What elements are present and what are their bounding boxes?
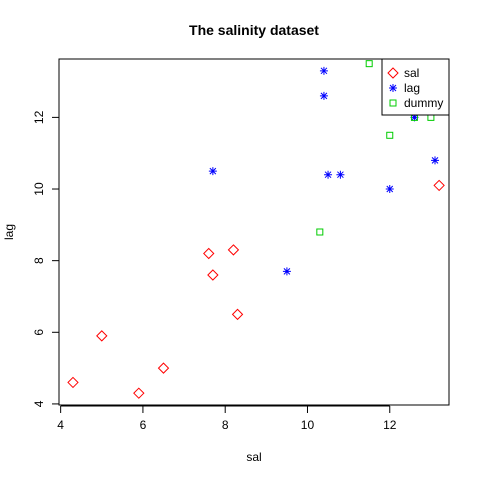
point-sal-8 <box>433 179 445 192</box>
legend-marker-dummy <box>389 99 397 107</box>
chart-title: The salinity dataset <box>189 22 319 38</box>
legend-label-sal: sal <box>404 66 419 80</box>
point-sal-1 <box>96 330 108 342</box>
y-tick-label-1: 6 <box>32 329 46 336</box>
x-axis-label: sal <box>246 450 261 464</box>
point-lag-7 <box>410 113 419 122</box>
point-lag-1 <box>282 267 291 276</box>
point-lag-2 <box>319 66 328 75</box>
y-axis-label: lag <box>2 224 16 240</box>
axes: 4 6 8 10 12 4 6 8 10 12 <box>32 110 397 432</box>
point-lag-3 <box>319 91 328 100</box>
point-lag-5 <box>336 170 345 179</box>
point-sal-0 <box>67 376 79 389</box>
point-lag-0 <box>208 167 217 176</box>
x-tick-label-3: 10 <box>301 418 315 432</box>
point-lag-8 <box>431 156 440 165</box>
y-tick-label-4: 12 <box>32 110 46 124</box>
point-sal-4 <box>203 247 215 260</box>
point-dummy-0 <box>316 228 324 236</box>
x-tick-label-1: 6 <box>140 418 147 432</box>
legend-marker-sal <box>387 67 399 79</box>
point-dummy-1 <box>365 60 373 68</box>
legend-marker-lag <box>389 84 397 92</box>
point-sal-5 <box>207 269 219 281</box>
x-tick-label-0: 4 <box>57 418 64 432</box>
point-sal-7 <box>231 308 244 321</box>
point-lag-6 <box>385 185 394 194</box>
point-sal-3 <box>157 362 170 374</box>
point-sal-2 <box>133 387 145 399</box>
legend-label-dummy: dummy <box>404 96 443 110</box>
x-tick-label-4: 12 <box>383 418 397 432</box>
point-sal-6 <box>227 244 240 256</box>
x-tick-label-2: 8 <box>222 418 229 432</box>
y-tick-label-3: 10 <box>32 182 46 196</box>
y-tick-label-0: 4 <box>32 400 46 407</box>
point-dummy-2 <box>386 131 394 139</box>
y-tick-label-2: 8 <box>32 257 46 264</box>
data-points <box>67 60 445 399</box>
point-lag-4 <box>324 170 333 179</box>
legend-label-lag: lag <box>404 81 420 95</box>
